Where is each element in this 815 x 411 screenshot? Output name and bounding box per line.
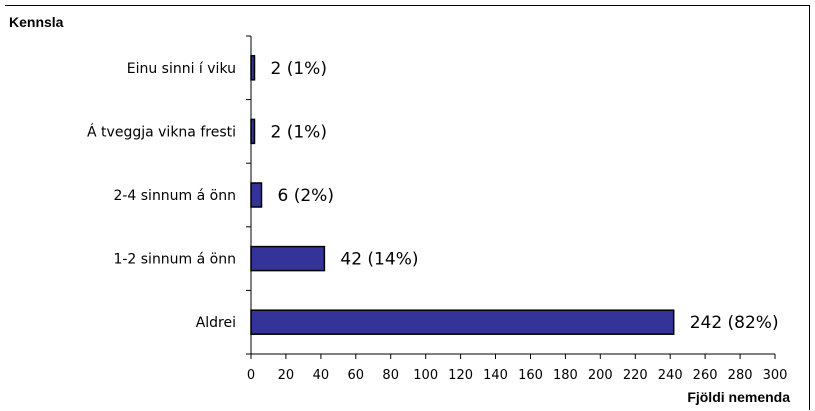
x-tick-label-12: 240 [658,368,683,383]
category-label-3: 1-2 sinnum á önn [113,252,236,268]
x-axis-label: Fjöldi nemenda [687,389,790,405]
x-tick-label-2: 40 [313,368,330,383]
x-tick-label-9: 180 [553,368,578,383]
bar-4 [250,309,675,335]
x-tick-label-6: 120 [448,368,473,383]
bars-group [250,55,675,335]
x-tick-label-10: 200 [588,368,613,383]
chart-frame [5,5,810,410]
data-label-1: 2 (1%) [271,122,327,142]
x-tick-label-1: 20 [278,368,295,383]
category-label-4: Aldrei [196,315,236,331]
data-label-4: 242 (82%) [690,313,779,333]
bar-0 [250,55,256,81]
x-tick-label-4: 80 [382,368,399,383]
x-tick-label-13: 260 [693,368,718,383]
category-label-0: Einu sinni í viku [127,61,236,77]
x-tick-label-7: 140 [483,368,508,383]
axes-group: Einu sinni í viku 2 (1%) Á tveggja vikna f… [87,35,788,383]
chart-title: Kennsla [9,14,64,30]
bar-2 [250,182,263,208]
x-tick-label-8: 160 [518,368,543,383]
data-label-2: 6 (2%) [278,186,334,206]
x-tick-label-15: 300 [763,368,788,383]
bar-3 [250,245,326,272]
data-label-0: 2 (1%) [271,59,327,79]
x-tick-label-11: 220 [623,368,648,383]
category-label-2: 2-4 sinnum á önn [113,188,236,204]
x-tick-label-0: 0 [247,368,255,383]
data-label-3: 42 (14%) [340,250,418,270]
x-tick-label-5: 100 [413,368,438,383]
bar-1 [250,118,256,145]
category-label-1: Á tveggja vikna fresti [87,123,236,140]
x-tick-label-14: 280 [728,368,753,383]
x-tick-label-3: 60 [348,368,365,383]
